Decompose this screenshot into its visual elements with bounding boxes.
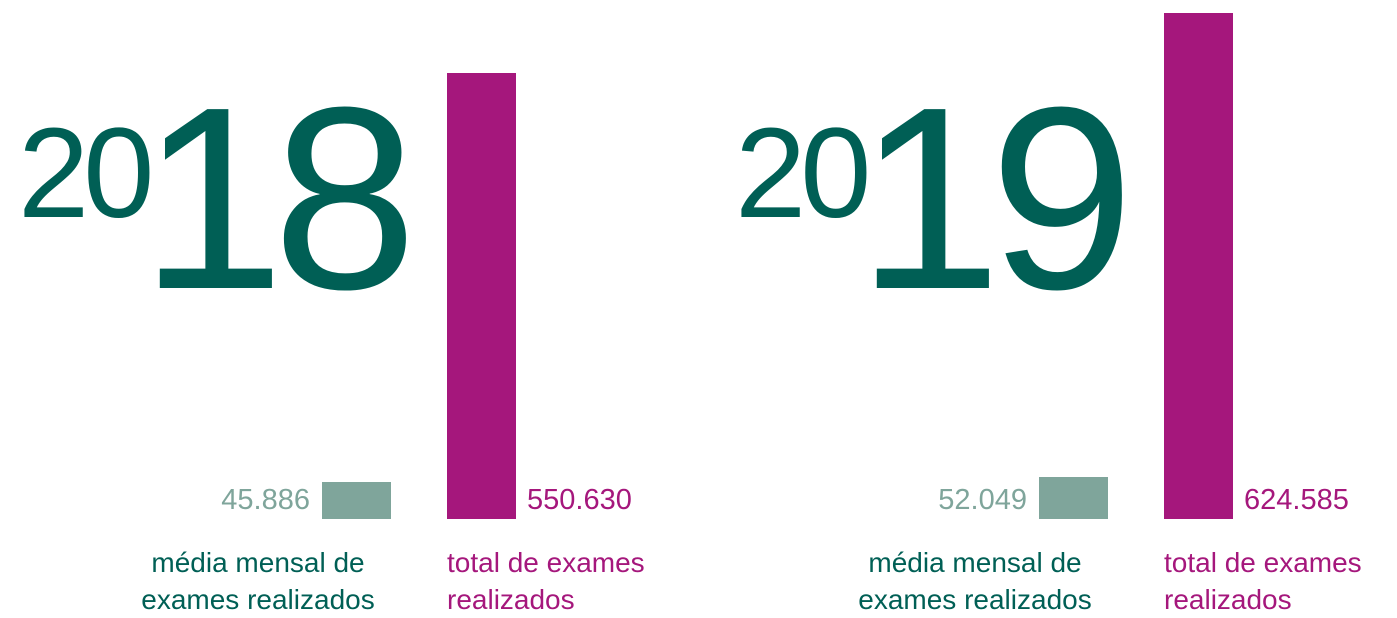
category-label: média mensal de exames realizados [858, 547, 1092, 615]
bar [447, 73, 516, 519]
value-label: 550.630 [527, 484, 632, 516]
value-label: 52.049 [938, 484, 1027, 516]
value-label: 45.886 [221, 484, 310, 516]
bar [1164, 13, 1233, 519]
year-prefix: 20 [735, 102, 871, 245]
year-prefix: 20 [18, 102, 154, 245]
year-main: 18 [140, 54, 417, 344]
category-label: média mensal de exames realizados [141, 547, 375, 615]
category-label: total de exames realizados [1164, 547, 1362, 615]
value-label: 624.585 [1244, 484, 1349, 516]
bar [1039, 476, 1108, 519]
year-main: 19 [857, 54, 1134, 344]
category-label: total de exames realizados [447, 547, 645, 615]
bar [322, 481, 391, 519]
